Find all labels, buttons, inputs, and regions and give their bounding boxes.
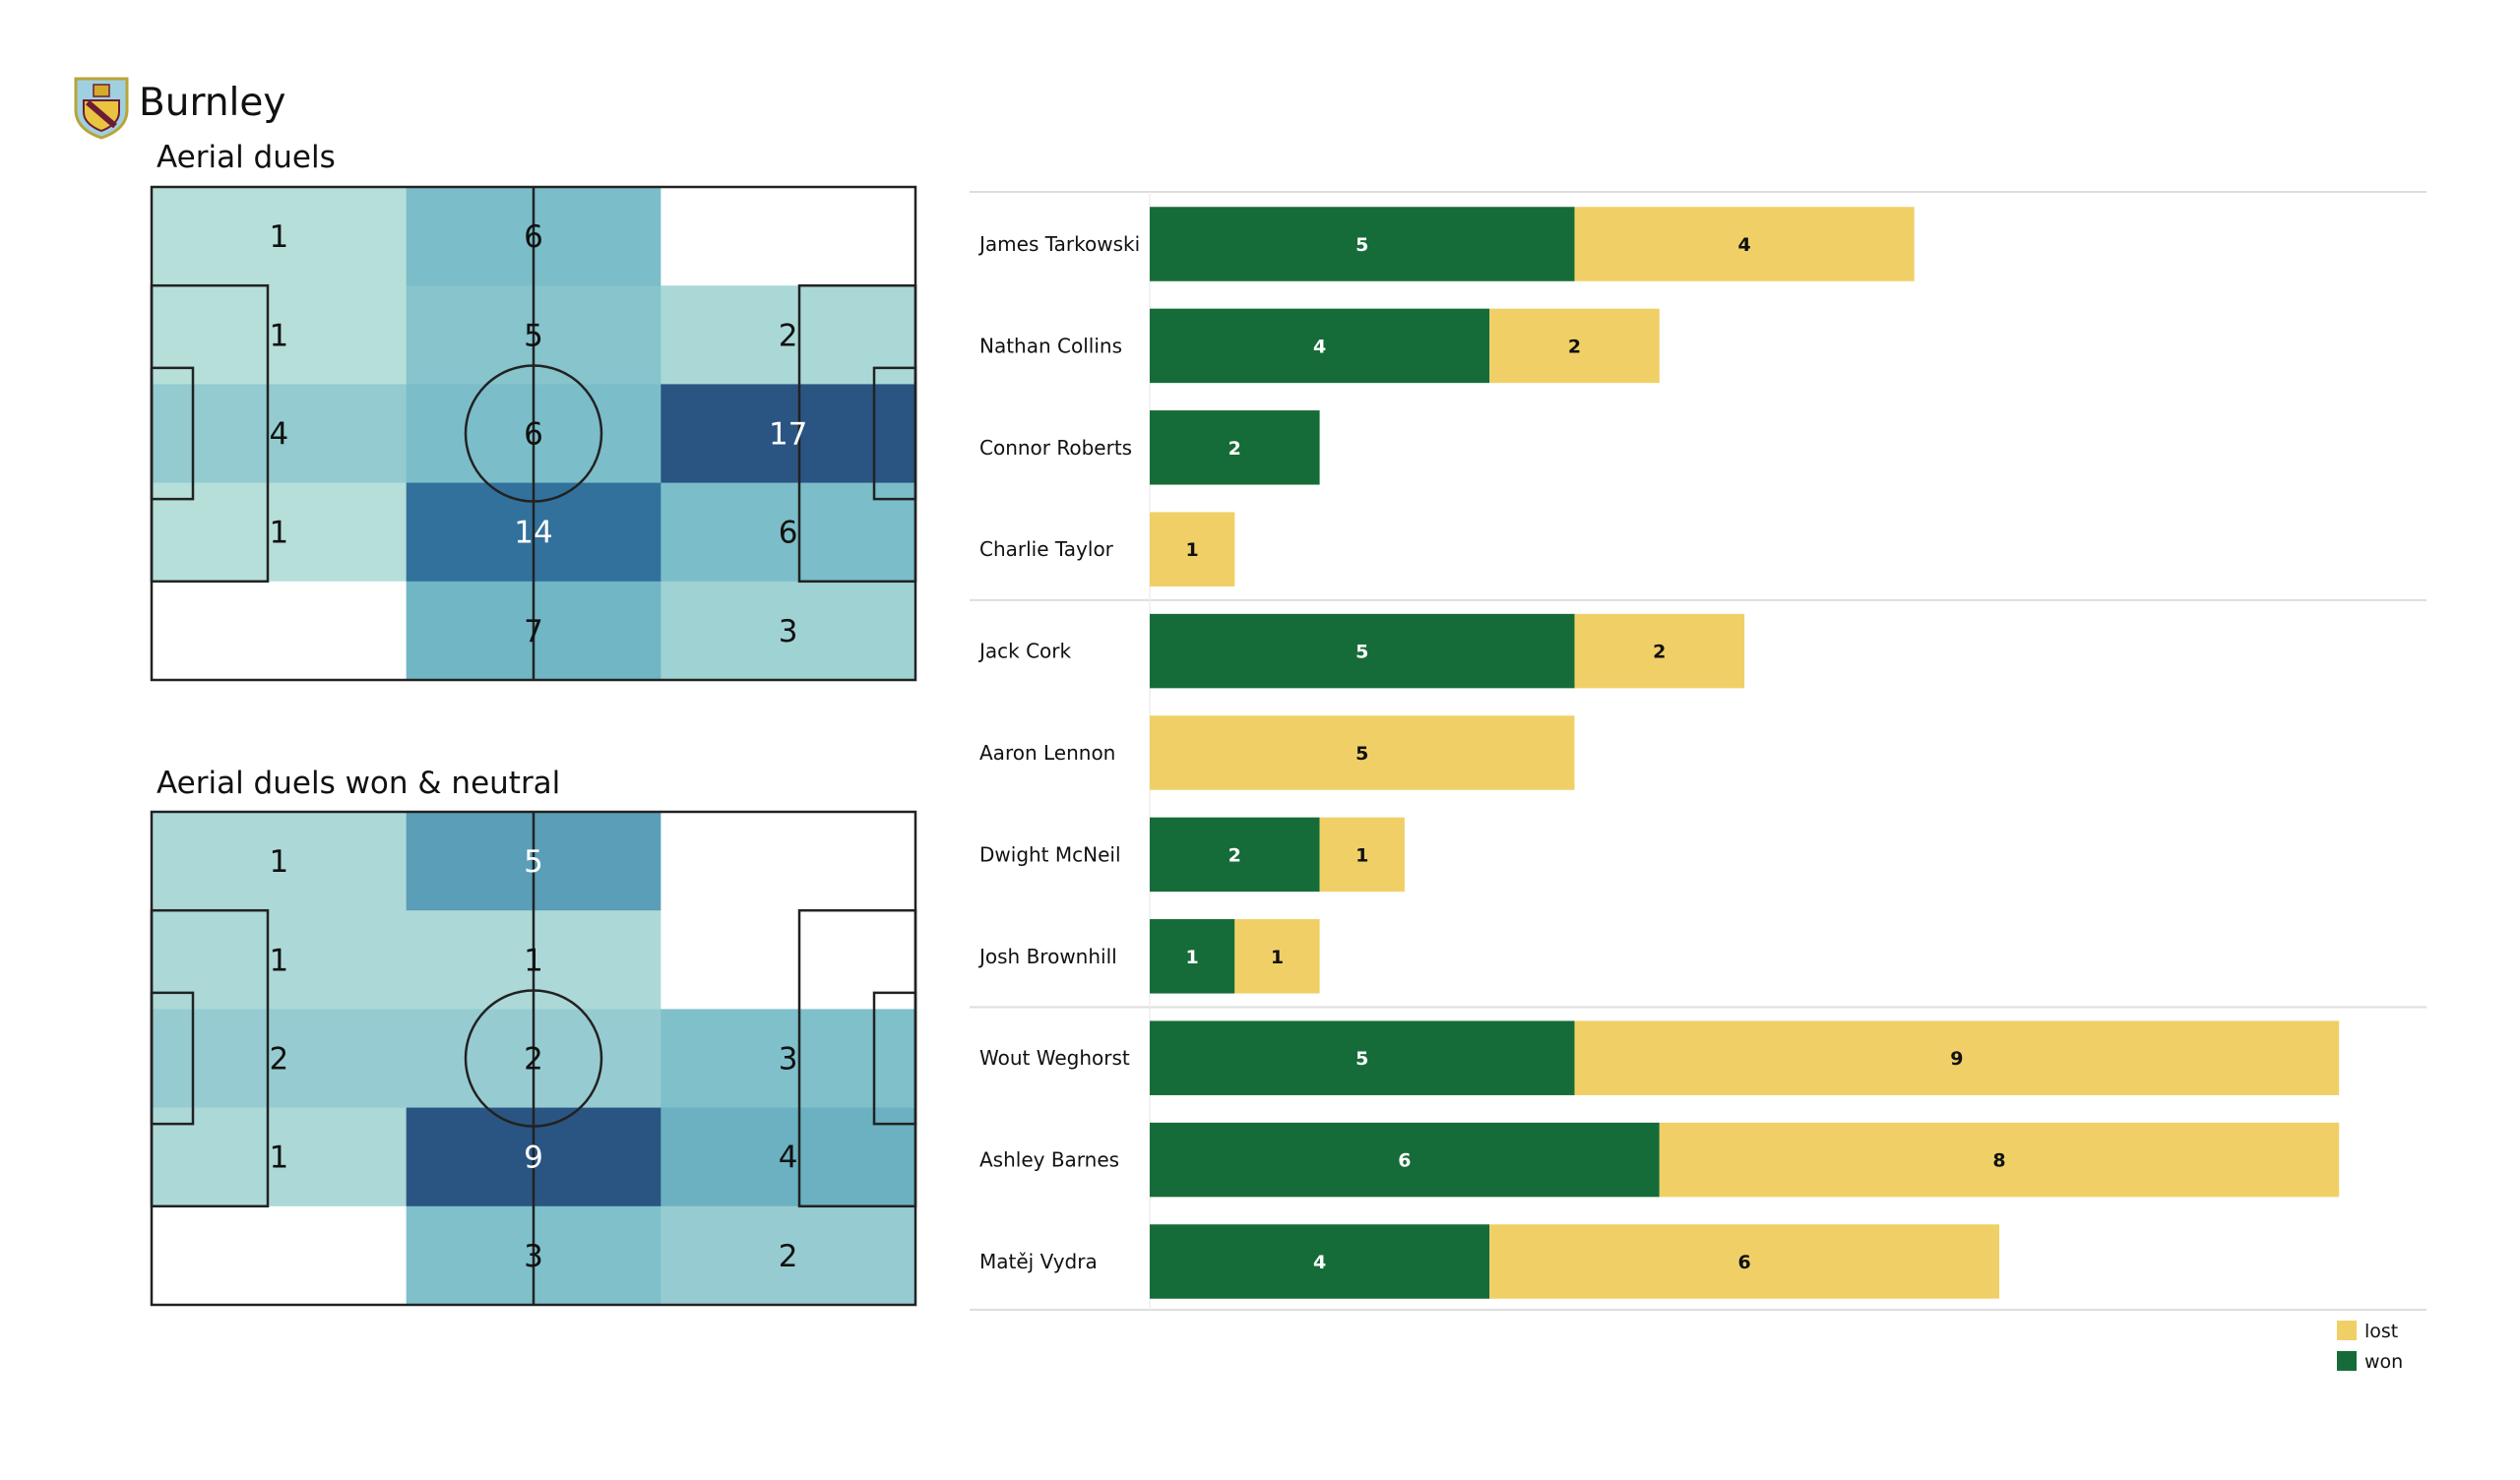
bar-lost-label: 4	[1737, 234, 1750, 256]
heatmap-value: 3	[779, 1042, 798, 1078]
heatmap-value: 2	[779, 318, 798, 353]
bar-lost-label: 5	[1355, 743, 1368, 765]
heatmap-value: 7	[524, 614, 543, 649]
player-label: Charlie Taylor	[979, 537, 1114, 561]
heatmap-value: 1	[269, 844, 288, 880]
left-goal-box	[150, 991, 195, 1126]
bar-won	[1150, 817, 1320, 893]
heatmap-value: 1	[269, 1141, 288, 1176]
bar-lost-label: 1	[1186, 539, 1199, 561]
bar-won-label: 5	[1355, 642, 1368, 663]
bar-won	[1150, 410, 1320, 485]
bar-won-label: 1	[1186, 947, 1199, 968]
center-circle	[464, 989, 603, 1128]
bar-lost	[1574, 613, 1745, 689]
bar-lost	[1319, 817, 1405, 893]
heatmap-value: 6	[524, 417, 543, 453]
bar-lost-label: 2	[1653, 642, 1666, 663]
heatmap-cell	[661, 1205, 916, 1306]
player-label: Nathan Collins	[979, 334, 1122, 357]
burnley-crest-icon	[74, 77, 129, 140]
heatmap-value: 6	[779, 516, 798, 551]
heatmap-cell	[152, 581, 408, 681]
right-goal-box	[872, 991, 917, 1126]
bar-won	[1150, 919, 1235, 994]
right-goal-box	[872, 366, 917, 501]
bar-won	[1150, 207, 1575, 281]
bar-lost	[1150, 512, 1235, 586]
player-label: Josh Brownhill	[977, 945, 1117, 968]
heatmap-value: 5	[524, 318, 543, 353]
team-name: Burnley	[139, 81, 286, 125]
player-label: Ashley Barnes	[979, 1148, 1119, 1172]
heatmap-value: 9	[524, 1141, 543, 1176]
player-label: Connor Roberts	[979, 436, 1132, 460]
heatmap-value: 1	[269, 943, 288, 978]
heatmap-value: 2	[269, 1042, 288, 1078]
bar-lost-label: 9	[1950, 1048, 1963, 1070]
heatmap-title-aerial-duels: Aerial duels	[157, 140, 336, 175]
heatmap-value: 14	[514, 516, 552, 551]
bar-lost	[1489, 308, 1660, 384]
heatmap-value: 1	[269, 318, 288, 353]
bar-lost-label: 1	[1355, 844, 1368, 866]
heatmap-value: 1	[269, 219, 288, 255]
heatmap-cell	[152, 1205, 408, 1306]
bar-lost	[1489, 1224, 1999, 1299]
heatmap-title-won-neutral: Aerial duels won & neutral	[157, 766, 561, 801]
bar-lost	[1574, 207, 1915, 281]
bar-won-label: 6	[1398, 1150, 1411, 1172]
player-label: Matěj Vydra	[979, 1250, 1098, 1273]
heatmap-value: 4	[779, 1141, 798, 1176]
bar-lost	[1659, 1122, 2340, 1198]
bar-lost	[1150, 715, 1575, 790]
heatmap-value: 5	[524, 844, 543, 880]
legend-label-won: won	[2364, 1351, 2403, 1373]
bar-lost-label: 2	[1568, 336, 1581, 357]
bar-lost-label: 1	[1271, 947, 1284, 968]
left-goal-box	[150, 366, 195, 501]
legend-swatch-won	[2337, 1351, 2357, 1371]
heatmap-value: 3	[524, 1239, 543, 1274]
player-label: Dwight McNeil	[979, 842, 1121, 866]
heatmap-cell	[661, 581, 916, 681]
bar-won-label: 2	[1228, 438, 1241, 460]
heatmap-value: 2	[779, 1239, 798, 1274]
heatmap-cell	[661, 812, 916, 911]
bar-lost-label: 8	[1992, 1150, 2005, 1172]
heatmap-cell	[661, 187, 916, 286]
bar-won-label: 4	[1313, 1252, 1326, 1273]
bar-won-label: 2	[1228, 844, 1241, 866]
bar-won	[1150, 1224, 1490, 1299]
heatmap-value: 17	[769, 417, 807, 453]
player-label: Aaron Lennon	[979, 741, 1115, 765]
player-label: Wout Weghorst	[979, 1046, 1130, 1070]
bar-lost	[1574, 1020, 2340, 1095]
heatmap-value: 1	[524, 943, 543, 978]
heatmap-value: 2	[524, 1042, 543, 1078]
heatmap-cell	[661, 910, 916, 1010]
player-label: Jack Cork	[977, 640, 1072, 663]
bar-won	[1150, 1122, 1660, 1198]
heatmap-cell	[152, 187, 408, 286]
bar-won	[1150, 613, 1575, 689]
player-label: James Tarkowski	[977, 232, 1140, 256]
bar-won-label: 5	[1355, 1048, 1368, 1070]
bar-won	[1150, 1020, 1575, 1095]
bar-lost	[1234, 919, 1320, 994]
heatmap-value: 1	[269, 516, 288, 551]
bar-won	[1150, 308, 1490, 384]
heatmap-value: 4	[269, 417, 288, 453]
center-circle	[464, 364, 603, 503]
heatmap-value: 3	[779, 614, 798, 649]
heatmap-value: 6	[524, 219, 543, 255]
bar-lost-label: 6	[1737, 1252, 1750, 1273]
bar-won-label: 5	[1355, 234, 1368, 256]
heatmap-cell	[152, 812, 408, 911]
legend-swatch-lost	[2337, 1321, 2357, 1340]
legend-label-lost: lost	[2364, 1321, 2398, 1342]
bar-won-label: 4	[1313, 336, 1326, 357]
